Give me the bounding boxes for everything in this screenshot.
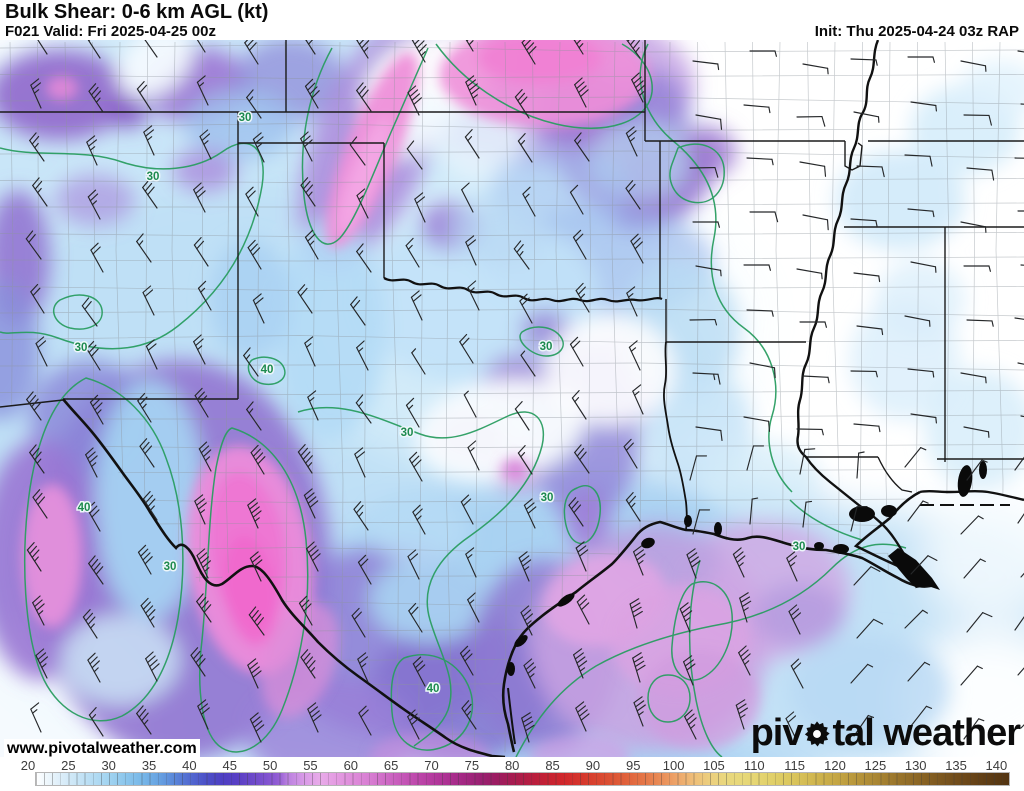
contour-label: 30: [147, 171, 160, 183]
colorbar-tick: 110: [743, 758, 765, 773]
colorbar-tick: 40: [182, 758, 197, 773]
colorbar-tick: 120: [824, 758, 846, 773]
colorbar-tick: 90: [585, 758, 601, 773]
colorbar-tick: 125: [864, 758, 887, 773]
pivotal-weather-logo: piv tal weather: [750, 712, 1021, 758]
valid-time-label: F021 Valid: Fri 2025-04-25 00z: [5, 23, 216, 40]
init-time-label: Init: Thu 2025-04-24 03z RAP: [814, 23, 1019, 40]
contour-label: 40: [427, 683, 440, 695]
colorbar-gradient: [35, 772, 1010, 786]
contour-label: 30: [401, 427, 414, 439]
colorbar: 20 25 30 35 40 45 50 55 60 65 70 75 80 85 90 95 100 105 11…: [0, 757, 1024, 791]
colorbar-tick: 115: [784, 758, 806, 773]
contour-label: 30: [75, 342, 88, 354]
colorbar-tick: 85: [545, 758, 560, 773]
colorbar-tick: 75: [464, 758, 480, 773]
colorbar-tick: 140: [985, 758, 1008, 773]
colorbar-tick: 65: [383, 758, 399, 773]
colorbar-tick: 25: [61, 758, 76, 773]
contour-label: 30: [793, 541, 806, 553]
contour-label: 40: [261, 364, 274, 376]
colorbar-tick: 80: [504, 758, 520, 773]
colorbar-tick: 20: [20, 758, 36, 773]
colorbar-tick: 30: [101, 758, 116, 773]
colorbar-cell-lines: [36, 773, 1009, 785]
contour-label: 30: [164, 561, 177, 573]
colorbar-tick: 60: [343, 758, 359, 773]
colorbar-tick: 95: [626, 758, 641, 773]
shear-map-svg: 30 30 30 40 30 30 40 30 40 30 30: [0, 40, 1024, 757]
gear-icon: [803, 715, 831, 758]
map-canvas[interactable]: 30 30 30 40 30 30 40 30 40 30 30 www.pivotalweathe…: [0, 40, 1024, 758]
colorbar-tick: 70: [424, 758, 439, 773]
colorbar-tick: 55: [303, 758, 318, 773]
page-title: Bulk Shear: 0-6 km AGL (kt): [5, 1, 269, 23]
colorbar-tick: 135: [945, 758, 967, 773]
colorbar-tick: 45: [222, 758, 237, 773]
map-header: Bulk Shear: 0-6 km AGL (kt) F021 Valid: …: [0, 0, 1024, 40]
contour-label: 40: [78, 502, 91, 514]
logo-text-piv: piv: [750, 712, 804, 754]
colorbar-tick: 130: [904, 758, 927, 773]
contour-label: 30: [239, 112, 252, 124]
colorbar-tick: 35: [141, 758, 157, 773]
colorbar-tick: 105: [703, 758, 725, 773]
contour-label: 30: [541, 492, 554, 504]
colorbar-tick: 50: [262, 758, 278, 773]
contour-label: 30: [540, 341, 553, 353]
logo-text-tal-weather: tal weather: [832, 712, 1021, 754]
watermark: www.pivotalweather.com: [4, 739, 200, 758]
colorbar-tick: 100: [662, 758, 685, 773]
